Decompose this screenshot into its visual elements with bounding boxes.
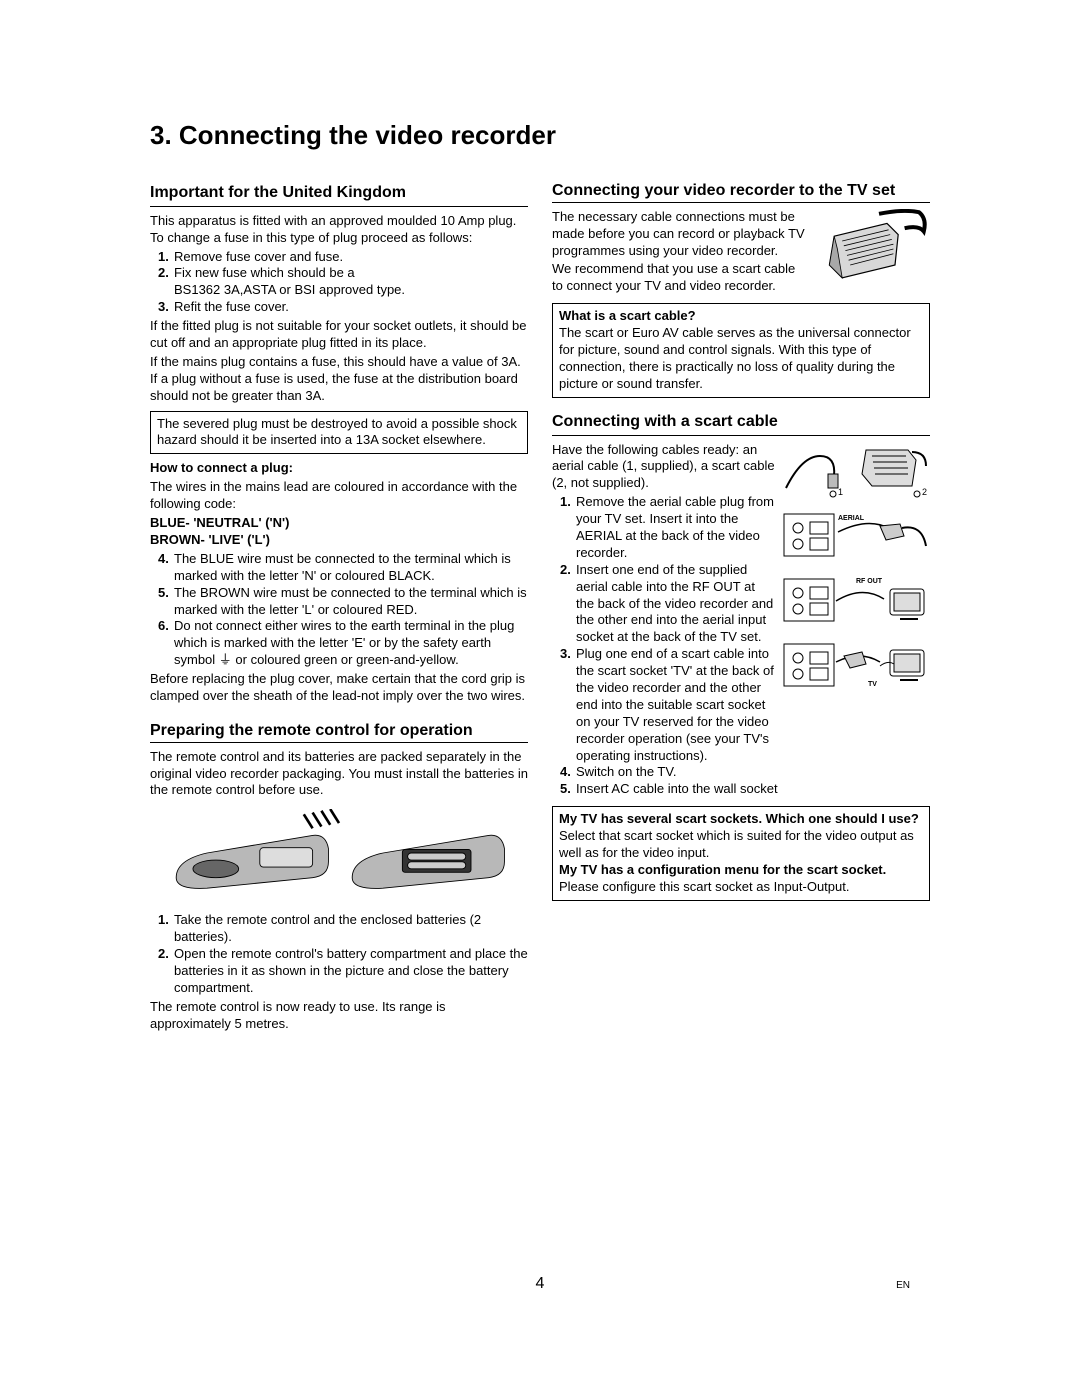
wire-steps: 4.The BLUE wire must be connected to the… — [158, 551, 528, 669]
remote-illustration — [150, 809, 528, 897]
fuse-steps: 1.Remove fuse cover and fuse. 2.Fix new … — [158, 249, 528, 317]
list-item: 4.Switch on the TV. — [560, 764, 930, 781]
warning-text: The severed plug must be destroyed to av… — [157, 416, 517, 448]
svg-text:2: 2 — [922, 487, 927, 497]
scart-plug-icon — [812, 209, 930, 281]
step-num: 1. — [158, 249, 174, 266]
q2: My TV has a configuration menu for the s… — [559, 862, 886, 877]
step-text: Plug one end of a scart cable into the s… — [576, 646, 776, 764]
list-item: 5.Insert AC cable into the wall socket — [560, 781, 930, 798]
step-num: 2. — [158, 265, 174, 299]
step-text: Remove fuse cover and fuse. — [174, 249, 528, 266]
step-text: Remove the aerial cable plug from your T… — [576, 494, 776, 562]
step-num: 4. — [560, 764, 576, 781]
list-item: 6.Do not connect either wires to the ear… — [158, 618, 528, 669]
list-item: 2.Insert one end of the supplied aerial … — [560, 562, 776, 646]
list-item: 4.The BLUE wire must be connected to the… — [158, 551, 528, 585]
svg-text:TV: TV — [868, 681, 877, 688]
step-text: Refit the fuse cover. — [174, 299, 528, 316]
page-title: 3. Connecting the video recorder — [150, 120, 930, 151]
svg-text:RF OUT: RF OUT — [856, 578, 883, 585]
remote-steps: 1.Take the remote control and the enclos… — [158, 912, 528, 996]
list-item: 2.Open the remote control's battery comp… — [158, 946, 528, 997]
step-text: The BLUE wire must be connected to the t… — [174, 551, 528, 585]
connection-diagrams: 1 2 AERIAL — [780, 442, 930, 698]
tv-scart-fig: TV — [780, 636, 930, 692]
uk-p3: If the mains plug contains a fuse, this … — [150, 354, 528, 405]
step-text: Take the remote control and the enclosed… — [174, 912, 528, 946]
section-connect-tv-title: Connecting your video recorder to the TV… — [552, 183, 930, 203]
two-column-layout: Important for the United Kingdom This ap… — [150, 179, 930, 1034]
step-num: 2. — [158, 946, 174, 997]
section-remote-title: Preparing the remote control for operati… — [150, 723, 528, 743]
uk-p4: Before replacing the plug cover, make ce… — [150, 671, 528, 705]
a2: Please configure this scart socket as In… — [559, 879, 849, 894]
page-lang: EN — [896, 1280, 910, 1291]
step-num: 3. — [158, 299, 174, 316]
remote-p1: The remote control and its batteries are… — [150, 749, 528, 800]
step-num: 2. — [560, 562, 576, 646]
rfout-fig: RF OUT — [780, 571, 930, 627]
wire-blue: BLUE- 'NEUTRAL' ('N') — [150, 515, 528, 532]
step-num: 1. — [158, 912, 174, 946]
uk-intro: This apparatus is fitted with an approve… — [150, 213, 528, 247]
aerial-fig: AERIAL — [780, 506, 930, 562]
section-scart-title: Connecting with a scart cable — [552, 412, 930, 436]
scart-a: The scart or Euro AV cable serves as the… — [559, 325, 911, 391]
list-item: 1.Take the remote control and the enclos… — [158, 912, 528, 946]
left-column: Important for the United Kingdom This ap… — [150, 179, 528, 1034]
page-number: 4 — [0, 1275, 1080, 1293]
uk-p2: If the fitted plug is not suitable for y… — [150, 318, 528, 352]
step-num: 6. — [158, 618, 174, 669]
step-text: Open the remote control's battery compar… — [174, 946, 528, 997]
a1: Select that scart socket which is suited… — [559, 828, 914, 860]
right-column: Connecting your video recorder to the TV… — [552, 179, 930, 1034]
list-item: 5.The BROWN wire must be connected to th… — [158, 585, 528, 619]
step-text: Switch on the TV. — [576, 764, 930, 781]
list-item: 2.Fix new fuse which should be aBS1362 3… — [158, 265, 528, 299]
howto-p: The wires in the mains lead are coloured… — [150, 479, 528, 513]
step-text: Fix new fuse which should be aBS1362 3A,… — [174, 265, 528, 299]
q1: My TV has several scart sockets. Which o… — [559, 811, 919, 826]
list-item: 1.Remove the aerial cable plug from your… — [560, 494, 776, 562]
step-num: 5. — [158, 585, 174, 619]
step-text: Insert one end of the supplied aerial ca… — [576, 562, 776, 646]
list-item: 3.Refit the fuse cover. — [158, 299, 528, 316]
svg-text:1: 1 — [838, 487, 843, 497]
howto-title: How to connect a plug: — [150, 460, 528, 477]
remote-p2: The remote control is now ready to use. … — [150, 999, 528, 1033]
step-text: Do not connect either wires to the earth… — [174, 618, 528, 669]
warning-box: The severed plug must be destroyed to av… — [150, 411, 528, 455]
step-text: Insert AC cable into the wall socket — [576, 781, 930, 798]
section-uk-title: Important for the United Kingdom — [150, 183, 528, 207]
step-num: 1. — [560, 494, 576, 562]
cables-fig: 1 2 — [780, 442, 930, 498]
scart-q: What is a scart cable? — [559, 308, 696, 323]
step-num: 3. — [560, 646, 576, 764]
step-text: The BROWN wire must be connected to the … — [174, 585, 528, 619]
manual-page: 3. Connecting the video recorder Importa… — [0, 0, 1080, 1397]
svg-text:AERIAL: AERIAL — [838, 515, 865, 522]
tv-socket-box: My TV has several scart sockets. Which o… — [552, 806, 930, 900]
wire-brown: BROWN- 'LIVE' ('L') — [150, 532, 528, 549]
step-num: 4. — [158, 551, 174, 585]
scart-info-box: What is a scart cable? The scart or Euro… — [552, 303, 930, 397]
list-item: 3.Plug one end of a scart cable into the… — [560, 646, 776, 764]
step-num: 5. — [560, 781, 576, 798]
list-item: 1.Remove fuse cover and fuse. — [158, 249, 528, 266]
